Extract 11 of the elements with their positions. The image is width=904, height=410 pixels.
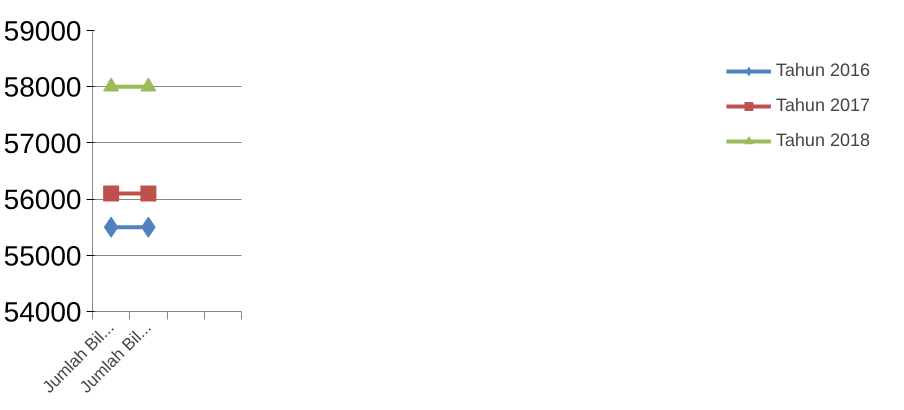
y-tick-label: 56000 (4, 184, 82, 216)
y-tick-label: 55000 (4, 240, 82, 272)
y-tick-label: 59000 (4, 16, 82, 46)
y-tick-label: 54000 (4, 296, 82, 328)
y-tick-label: 57000 (4, 128, 82, 159)
legend-label: Tahun 2016 (776, 60, 870, 81)
legend-label: Tahun 2017 (776, 95, 870, 116)
point (103, 185, 120, 202)
y-tick-label: 58000 (4, 72, 82, 103)
legend-label: Tahun 2018 (776, 130, 870, 151)
point (140, 185, 156, 202)
